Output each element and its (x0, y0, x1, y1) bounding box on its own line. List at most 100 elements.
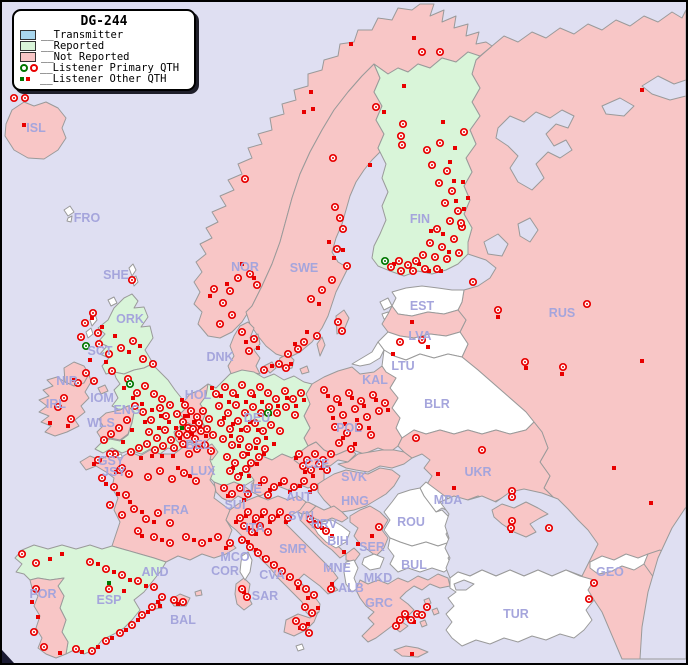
listener-primary-marker-dot (267, 392, 269, 394)
listener-primary-marker-dot (148, 431, 150, 433)
country-label-MNE: MNE (323, 561, 351, 575)
country-label-MDA: MDA (434, 493, 462, 507)
legend-item-label: __Listener Primary QTH (40, 62, 180, 74)
listener-primary-marker-dot (241, 539, 243, 541)
listener-other-marker (254, 532, 258, 536)
listener-primary-marker-dot (350, 448, 352, 450)
listener-primary-marker-dot (70, 418, 72, 420)
listener-primary-marker-dot (398, 260, 400, 262)
listener-other-marker (167, 420, 171, 424)
listener-other-marker (355, 418, 359, 422)
listener-primary-marker-dot (317, 524, 319, 526)
listener-primary-marker-dot (426, 149, 428, 151)
listener-primary-marker-dot (195, 480, 197, 482)
listener-other-marker (306, 596, 310, 600)
listener-other-marker (180, 398, 184, 402)
listener-primary-marker-dot (129, 383, 131, 385)
listener-other-marker (427, 269, 431, 273)
listener-primary-marker-dot (321, 289, 323, 291)
listener-primary-marker-dot (215, 393, 217, 395)
listener-primary-marker-dot (141, 614, 143, 616)
listener-other-marker (338, 402, 342, 406)
listener-other-marker (248, 420, 252, 424)
listener-primary-marker-dot (258, 456, 260, 458)
listener-primary-marker-dot (222, 302, 224, 304)
listener-primary-marker-dot (103, 439, 105, 441)
listener-primary-marker-dot (271, 517, 273, 519)
listener-primary-marker-dot (342, 414, 344, 416)
legend-item-4: __Listener Other QTH (20, 74, 188, 84)
country-label-COR: COR (211, 564, 239, 578)
listener-other-marker (524, 366, 528, 370)
listener-primary-marker-dot (101, 477, 103, 479)
listener-primary-marker-dot (330, 408, 332, 410)
listener-other-marker (412, 36, 416, 40)
listener-other-marker (368, 163, 372, 167)
listener-primary-marker-dot (339, 217, 341, 219)
country-label-SCT: SCT (88, 344, 113, 358)
listener-other-marker (276, 514, 280, 518)
listener-primary-marker-dot (306, 459, 308, 461)
listener-primary-marker-dot (231, 314, 233, 316)
listener-other-marker (353, 442, 357, 446)
listener-primary-marker-dot (402, 123, 404, 125)
listener-primary-marker-dot (370, 434, 372, 436)
listener-other-marker (144, 584, 148, 588)
listener-primary-marker-dot (510, 527, 512, 529)
listener-other-marker (160, 454, 164, 458)
listener-primary-marker-dot (239, 517, 241, 519)
listener-primary-marker-dot (144, 385, 146, 387)
country-label-SAR: SAR (252, 589, 278, 603)
listener-other-marker (36, 615, 40, 619)
listener-primary-marker-dot (241, 588, 243, 590)
listener-other-marker (219, 394, 223, 398)
listener-primary-marker-dot (164, 429, 166, 431)
listener-primary-marker-dot (226, 456, 228, 458)
country-label-LUX: LUX (191, 464, 217, 478)
listener-primary-marker-dot (292, 398, 294, 400)
listener-primary-marker-dot (196, 448, 198, 450)
listener-primary-marker-dot (472, 281, 474, 283)
listener-primary-marker-dot (460, 222, 462, 224)
listener-primary-marker-dot (156, 437, 158, 439)
listener-primary-marker-dot (337, 321, 339, 323)
listener-other-marker (349, 42, 353, 46)
listener-other-marker (107, 581, 111, 585)
listener-other-marker (496, 315, 500, 319)
listener-primary-marker-dot (173, 447, 175, 449)
listener-primary-marker-dot (431, 164, 433, 166)
listener-other-marker (190, 432, 194, 436)
listener-primary-marker-dot (248, 350, 250, 352)
listener-primary-marker-dot (330, 453, 332, 455)
country-label-BUL: BUL (401, 558, 427, 572)
listener-other-marker (244, 400, 248, 404)
listener-other-marker (294, 456, 298, 460)
region-serbia (349, 505, 389, 557)
country-label-UKR: UKR (464, 465, 491, 479)
legend-item-1: __Reported (20, 41, 188, 51)
region-portugal (29, 577, 69, 659)
listener-other-marker (330, 582, 334, 586)
listener-other-marker (316, 606, 320, 610)
listener-primary-marker-dot (449, 220, 451, 222)
listener-primary-marker-dot (264, 448, 266, 450)
listener-primary-marker-dot (183, 472, 185, 474)
listener-primary-marker-dot (241, 331, 243, 333)
listener-primary-marker-dot (399, 341, 401, 343)
listener-primary-marker-dot (384, 402, 386, 404)
country-label-LTU: LTU (391, 359, 414, 373)
region-isle-of-man (97, 384, 109, 395)
listener-primary-marker-dot (229, 470, 231, 472)
listener-other-marker (128, 578, 132, 582)
listener-other-marker (176, 466, 180, 470)
country-label-BIH: BIH (327, 534, 349, 548)
listener-primary-marker-dot (318, 463, 320, 465)
listener-primary-marker-dot (436, 268, 438, 270)
listener-other-marker (183, 414, 187, 418)
listener-primary-marker-dot (85, 345, 87, 347)
country-label-IOM: IOM (90, 391, 114, 405)
listener-other-marker (308, 490, 312, 494)
listener-primary-marker-dot (400, 270, 402, 272)
listener-other-marker (640, 359, 644, 363)
